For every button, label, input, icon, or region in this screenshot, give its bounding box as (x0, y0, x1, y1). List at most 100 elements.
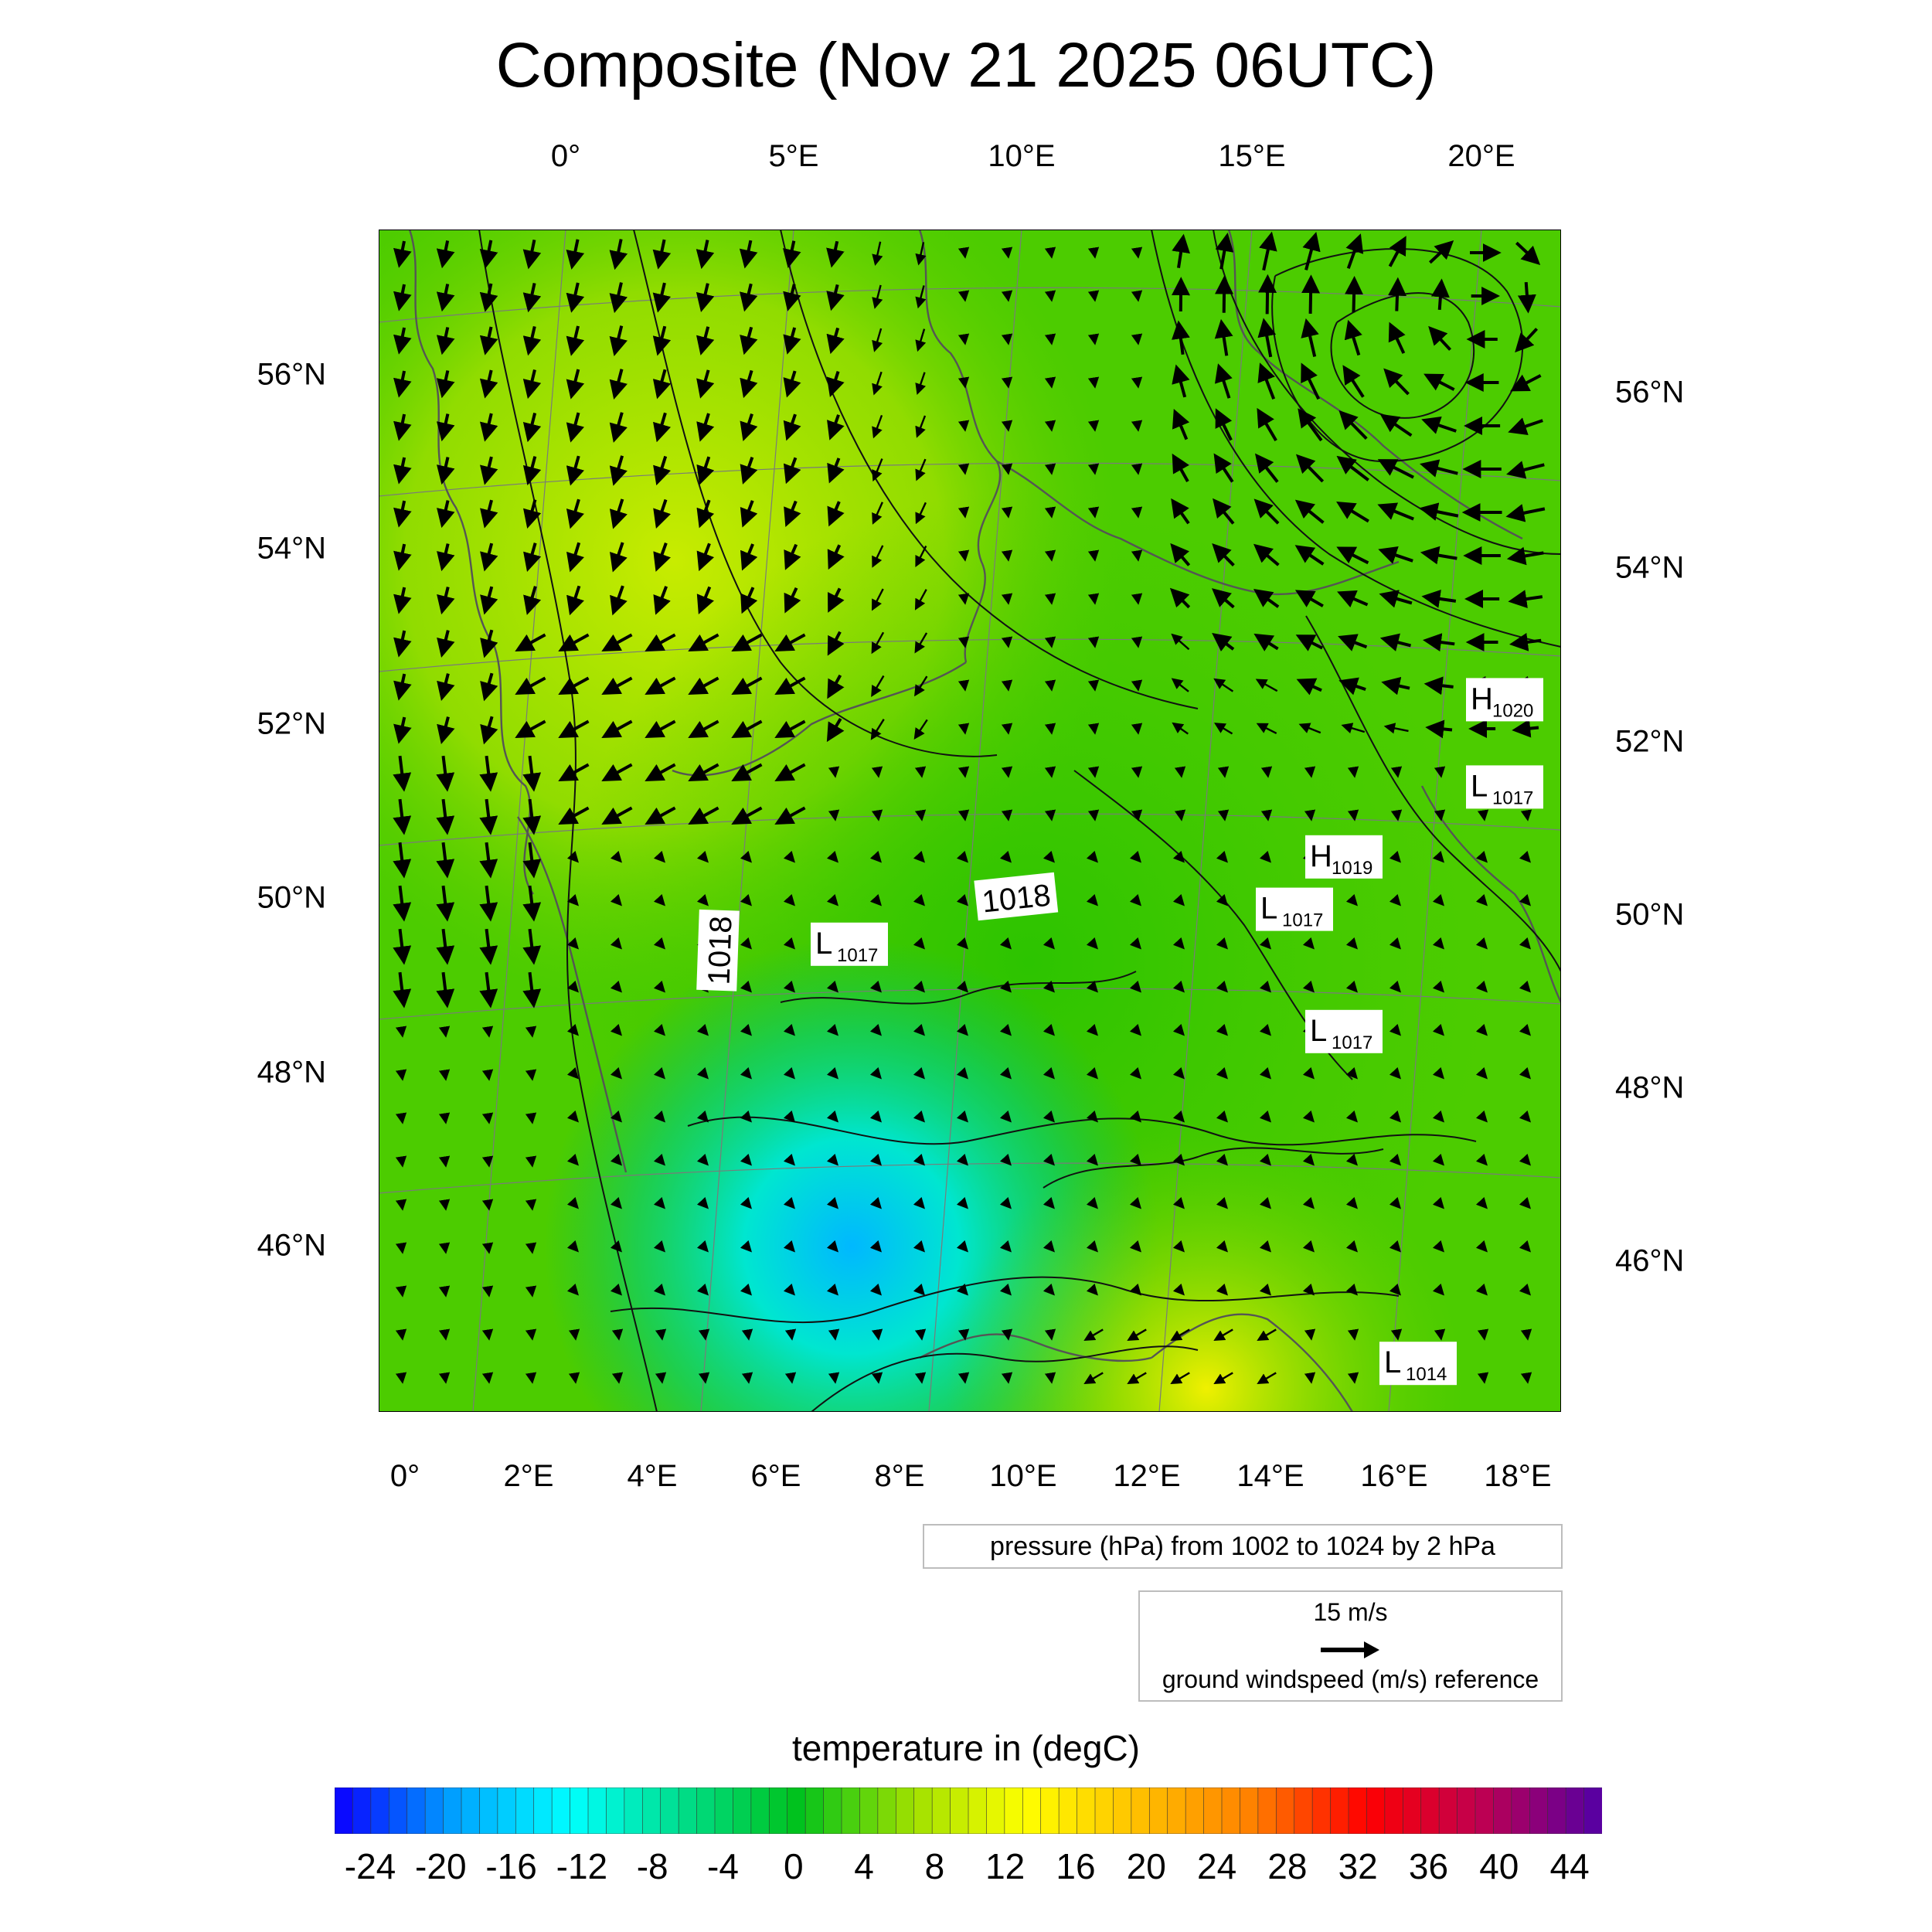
colorbar-cell (660, 1787, 679, 1834)
wind-arrow (1131, 679, 1143, 692)
wind-arrow (688, 763, 719, 781)
wind-arrow (522, 928, 542, 965)
wind-arrow (783, 937, 795, 950)
wind-arrow (522, 239, 542, 270)
colorbar-cell (479, 1787, 498, 1834)
weather-map[interactable]: L1021L1023L1023H1025L1002H1020L1017H1019… (379, 230, 1561, 1412)
low-pressure-label: L 1017 (811, 922, 888, 966)
wind-arrow (1345, 1066, 1358, 1080)
wind-arrow (1131, 766, 1143, 778)
wind-arrow (610, 1196, 622, 1209)
colorbar-cell (804, 1787, 825, 1834)
wind-arrow (610, 893, 622, 906)
colorbar-cell (1221, 1787, 1241, 1834)
colorbar-cell (1402, 1787, 1422, 1834)
colorbar-cell (587, 1787, 607, 1834)
wind-arrow (774, 763, 806, 781)
wind-arrow (1174, 809, 1186, 821)
wind-arrow (1172, 1240, 1185, 1253)
wind-arrow (1338, 677, 1366, 696)
wind-arrow (1345, 1110, 1358, 1123)
wind-arrow (1257, 318, 1277, 358)
colorbar-cell (570, 1787, 589, 1834)
wind-arrow (999, 1023, 1012, 1036)
wind-arrow (1044, 679, 1056, 692)
wind-arrow (1510, 374, 1542, 392)
wind-arrow (1001, 506, 1013, 519)
svg-text:L: L (1384, 1345, 1401, 1379)
wind-arrow (1294, 545, 1325, 566)
wind-arrow (688, 633, 719, 651)
wind-arrow (1212, 543, 1235, 566)
wind-arrow (438, 1285, 451, 1298)
wind-arrow (393, 413, 412, 441)
colorbar-cell (750, 1787, 770, 1834)
top-lon-label: 5°E (768, 139, 819, 173)
wind-arrow (1425, 719, 1453, 739)
wind-arrow (999, 980, 1012, 993)
wind-arrow (741, 1328, 753, 1341)
wind-arrow (1172, 1196, 1185, 1209)
wind-arrow (1389, 1240, 1401, 1253)
wind-arrow (566, 1066, 579, 1080)
wind-arrow (1304, 766, 1316, 778)
wind-arrow (523, 499, 542, 529)
wind-arrow (999, 1196, 1012, 1209)
wind-arrow (1255, 679, 1278, 692)
wind-arrow (872, 545, 884, 568)
wind-arrow (696, 893, 709, 906)
colorbar-cell (1475, 1787, 1495, 1834)
wind-arrow (740, 1283, 752, 1296)
left-lat-label: 52°N (257, 706, 326, 741)
colorbar-cell (606, 1787, 625, 1834)
wind-arrow (999, 1110, 1012, 1123)
colorbar-cell (1077, 1787, 1096, 1834)
wind-arrow (1389, 937, 1401, 950)
wind-arrow (1086, 1196, 1098, 1209)
wind-arrow (480, 629, 498, 658)
wind-arrow (1432, 1283, 1444, 1296)
svg-text:L: L (815, 927, 832, 961)
wind-arrow (828, 766, 840, 778)
wind-arrow (1254, 453, 1279, 483)
wind-arrow (393, 284, 412, 311)
wind-arrow (914, 632, 928, 654)
wind-arrow (696, 240, 715, 270)
wind-arrow (740, 980, 752, 993)
colorbar-cell (714, 1787, 734, 1834)
wind-arrow (1519, 1153, 1531, 1166)
wind-arrow (395, 1328, 407, 1341)
wind-arrow (1430, 278, 1450, 310)
colorbar-cell (1348, 1787, 1368, 1834)
wind-arrow (1519, 893, 1531, 906)
wind-arrow (436, 798, 455, 835)
wind-arrow (1086, 1153, 1098, 1166)
colorbar-cell (859, 1787, 879, 1834)
wind-arrow (1420, 459, 1458, 478)
wind-arrow (601, 676, 633, 695)
wind-arrow (653, 1153, 665, 1166)
wind-arrow (913, 1066, 925, 1080)
bottom-lon-label: 18°E (1484, 1459, 1552, 1493)
wind-arrow (1381, 676, 1410, 696)
wind-arrow (566, 369, 585, 400)
wind-arrow (1001, 636, 1013, 648)
wind-arrow (515, 676, 546, 695)
wind-arrow (871, 809, 883, 821)
wind-arrow (1086, 937, 1098, 950)
wind-arrow (437, 716, 455, 745)
wind-arrow (1001, 376, 1013, 389)
wind-arrow (1259, 1153, 1271, 1166)
wind-arrow (1295, 634, 1323, 651)
wind-arrow (1336, 502, 1369, 523)
wind-arrow (558, 633, 590, 651)
wind-arrow (1302, 1283, 1315, 1296)
wind-arrow (525, 1285, 537, 1298)
wind-arrow (1345, 233, 1364, 269)
wind-arrow (609, 239, 628, 270)
wind-arrow (610, 1023, 622, 1036)
wind-arrow (1388, 321, 1406, 354)
colorbar-cell (1311, 1787, 1332, 1834)
wind-arrow (828, 809, 840, 821)
wind-arrow (610, 850, 622, 863)
